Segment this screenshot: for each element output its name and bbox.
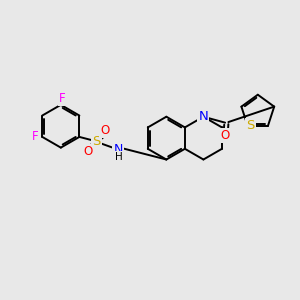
Text: S: S	[247, 119, 255, 132]
Text: O: O	[220, 129, 230, 142]
Text: F: F	[32, 130, 38, 143]
Text: O: O	[84, 145, 93, 158]
Text: S: S	[92, 135, 101, 148]
Text: F: F	[59, 92, 66, 105]
Text: N: N	[199, 110, 208, 123]
Text: H: H	[115, 152, 123, 162]
Text: N: N	[113, 143, 123, 156]
Text: O: O	[100, 124, 110, 137]
